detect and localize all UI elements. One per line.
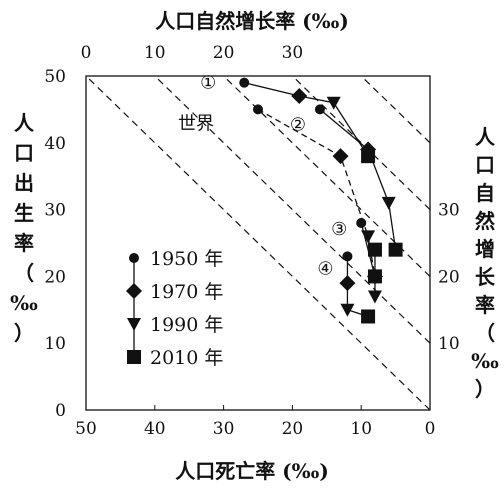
right-tick-label-10: 10 — [438, 334, 460, 354]
series-line — [244, 82, 369, 157]
right-title-char: 自 — [475, 181, 495, 205]
left-title-char: 率 — [14, 231, 34, 255]
data-point-1970 — [332, 148, 349, 165]
series-line — [319, 108, 397, 250]
legend-marker-square — [127, 350, 141, 364]
series-label: 世界 — [178, 113, 214, 134]
x-tick-label-50: 50 — [75, 419, 97, 439]
data-point-1950 — [314, 104, 325, 115]
series-4: ③ — [331, 217, 383, 304]
data-point-2010 — [361, 309, 376, 324]
left-title-char: 生 — [14, 201, 34, 225]
isoline-40 — [360, 75, 431, 144]
isolines — [85, 75, 431, 411]
legend-marker-triangle-down — [127, 318, 141, 331]
series-line — [346, 256, 369, 318]
series-layer: ① ② 世界 ③ ④ — [178, 73, 403, 324]
left-title-char: 出 — [14, 171, 34, 195]
legend: 1950 年 1970 年 1990 年 2010 年 — [126, 248, 223, 369]
data-point-1970 — [339, 275, 356, 292]
right-title-char: ‰ — [471, 349, 499, 373]
data-point-1990 — [367, 290, 382, 304]
y-tick-label-30: 30 — [44, 201, 66, 221]
series-5: ④ — [317, 251, 376, 324]
y-tick-label-20: 20 — [44, 267, 66, 287]
legend-label: 2010 年 — [150, 347, 223, 369]
data-point-1970 — [360, 141, 377, 158]
y-tick-label-50: 50 — [44, 67, 66, 87]
data-point-1990 — [340, 303, 355, 317]
series-line — [257, 108, 376, 277]
top-axis-title: 人口自然增长率 (‰) — [155, 9, 349, 33]
data-point-1990 — [326, 96, 341, 110]
right-title-char: 率 — [475, 293, 495, 317]
y-tick-label-40: 40 — [44, 134, 66, 154]
x-tick-label-30: 30 — [213, 419, 235, 439]
top-tick-label-20: 20 — [213, 43, 235, 63]
right-axis-title: 人口自然增长率 （ ‰ ） — [471, 125, 499, 401]
data-point-2010 — [388, 242, 403, 257]
series-label: ① — [200, 73, 216, 94]
legend-marker-circle — [129, 253, 139, 263]
plot-frame — [85, 75, 431, 411]
x-tick-label-10: 10 — [350, 419, 372, 439]
data-point-1950 — [342, 251, 353, 262]
right-title-char: （ — [475, 321, 495, 345]
y-tick-label-10: 10 — [44, 334, 66, 354]
isoline-0 — [85, 75, 431, 411]
x-tick-label-20: 20 — [282, 419, 304, 439]
series-label: ④ — [317, 258, 333, 279]
top-tick-label-30: 30 — [282, 43, 304, 63]
right-tick-label-30: 30 — [438, 201, 460, 221]
data-point-1950 — [253, 104, 263, 115]
x-tick-label-0: 0 — [425, 419, 436, 439]
data-point-1950 — [239, 77, 250, 88]
isoline-30 — [291, 75, 431, 211]
legend-label: 1950 年 — [150, 248, 223, 270]
series-2: ② — [290, 104, 403, 257]
data-point-1970 — [366, 268, 383, 285]
right-title-char: 长 — [475, 265, 496, 289]
right-title-char: ） — [475, 377, 495, 401]
isoline-10 — [154, 75, 431, 344]
left-title-char: （ — [14, 261, 34, 285]
axis-ticks: 50 40 30 20 10 0 0 10 20 30 40 50 0 10 20 30 10 20 30 — [44, 43, 459, 439]
top-tick-label-10: 10 — [144, 43, 166, 63]
left-title-char: 人 — [14, 111, 35, 135]
right-tick-label-20: 20 — [438, 267, 460, 287]
series-1: ① — [200, 73, 376, 164]
x-tick-label-40: 40 — [144, 419, 166, 439]
top-tick-label-0: 0 — [81, 43, 92, 63]
series-label: ③ — [331, 219, 347, 240]
data-point-1990 — [381, 196, 396, 210]
right-title-char: 人 — [475, 125, 496, 149]
left-title-char: 口 — [14, 141, 34, 165]
y-tick-label-0: 0 — [55, 401, 66, 421]
bottom-axis-title: 人口死亡率 (‰) — [175, 459, 329, 483]
legend-marker-diamond — [126, 283, 142, 299]
legend-label: 1990 年 — [150, 314, 223, 336]
data-point-2010 — [367, 242, 382, 257]
data-point-1970 — [291, 88, 308, 105]
left-title-char: ‰ — [10, 291, 38, 315]
right-title-char: 然 — [475, 209, 495, 233]
left-title-char: ） — [14, 321, 34, 345]
legend-label: 1970 年 — [150, 281, 223, 303]
data-point-1950 — [356, 217, 367, 228]
right-title-char: 口 — [475, 153, 495, 177]
right-title-char: 增 — [475, 237, 495, 261]
